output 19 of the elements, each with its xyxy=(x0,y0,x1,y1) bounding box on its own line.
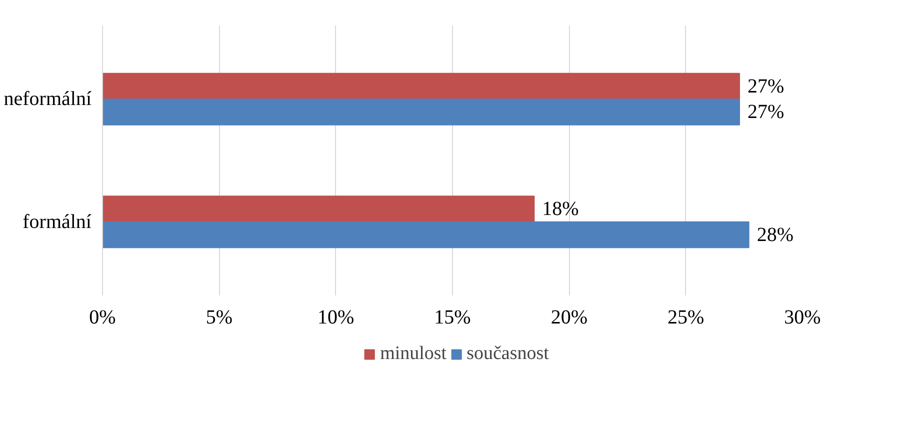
bar xyxy=(102,196,535,222)
x-tick-label: 0% xyxy=(89,306,116,328)
x-tick-label: 30% xyxy=(784,306,821,328)
legend-label: minulost xyxy=(380,342,447,364)
x-tick-label: 25% xyxy=(668,306,704,328)
bar xyxy=(102,98,740,126)
y-tick-label: formální xyxy=(22,210,92,233)
x-tick-label: 10% xyxy=(318,306,354,328)
data-label: 18% xyxy=(542,198,579,220)
data-label: 27% xyxy=(748,101,784,124)
bar xyxy=(102,72,740,100)
x-tick-label: 20% xyxy=(550,306,588,328)
bar xyxy=(102,221,750,248)
x-tick-label: 15% xyxy=(434,306,471,328)
data-label: 28% xyxy=(756,224,794,246)
data-label: 27% xyxy=(748,75,784,98)
y-tick-label: neformální xyxy=(4,88,92,110)
legend-label: současnost xyxy=(466,342,549,364)
x-tick-label: 5% xyxy=(206,306,233,328)
